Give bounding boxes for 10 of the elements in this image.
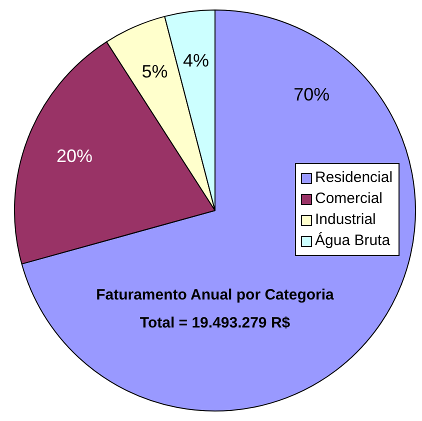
data-label: 5% (142, 62, 168, 82)
legend-label: Água Bruta (315, 231, 391, 250)
legend-label: Comercial (315, 190, 383, 208)
text: Total = 19.493.279 R$ (140, 314, 291, 332)
text: Faturamento Anual por Categoria (96, 286, 335, 304)
legend-label: Industrial (315, 211, 376, 228)
data-label: 4% (182, 50, 209, 70)
data-label: 70% (294, 84, 330, 104)
data-label: 20% (56, 146, 93, 166)
legend-label: Residencial (315, 169, 393, 186)
